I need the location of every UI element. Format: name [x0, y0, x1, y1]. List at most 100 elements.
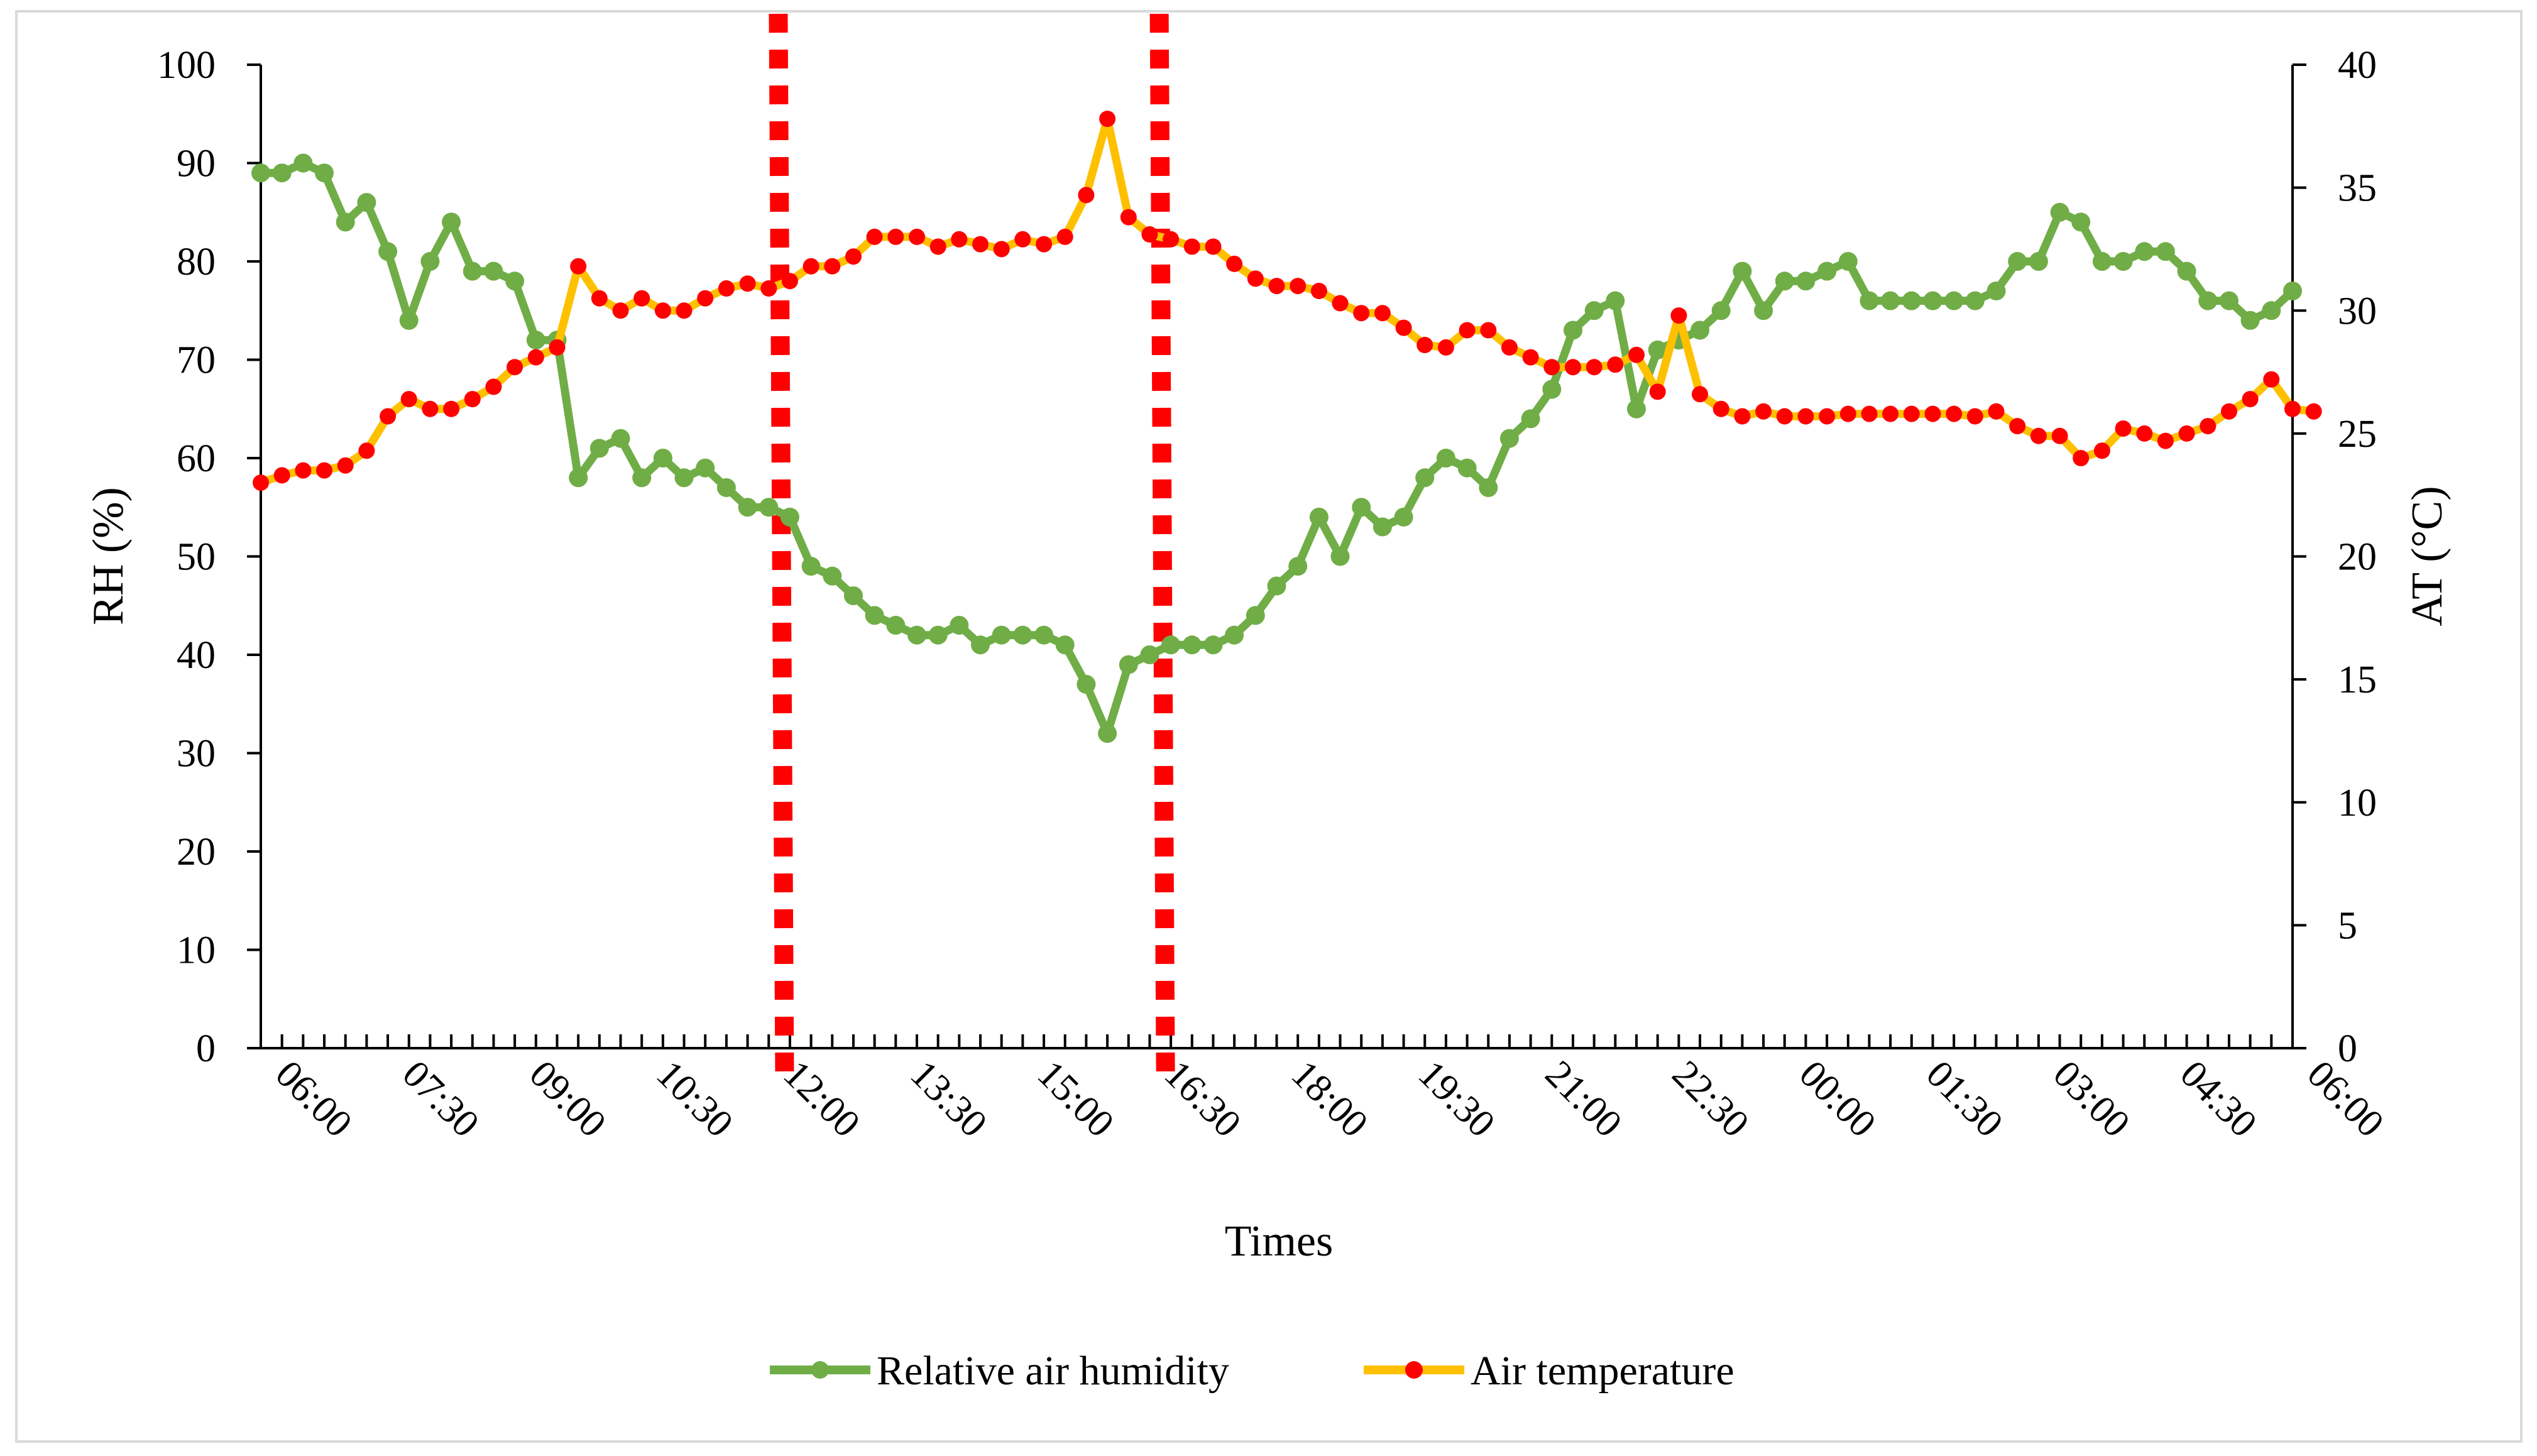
- data-point-rh: [1584, 301, 1604, 320]
- y-left-tick-label: 80: [177, 241, 216, 283]
- data-point-rh: [2135, 242, 2154, 261]
- data-point-rh: [2177, 261, 2196, 281]
- data-point-at: [485, 378, 502, 395]
- data-point-at: [2157, 432, 2174, 449]
- data-point-at: [866, 228, 883, 245]
- data-point-at: [1819, 408, 1836, 425]
- legend-marker-rh: [811, 1361, 829, 1379]
- data-point-rh: [611, 429, 630, 448]
- data-point-at: [1078, 187, 1095, 204]
- data-point-rh: [1352, 498, 1371, 517]
- vertical-marker-1200: [769, 13, 794, 1072]
- data-point-at: [1014, 231, 1031, 248]
- data-point-rh: [2262, 301, 2281, 320]
- data-point-rh: [1775, 271, 1794, 291]
- data-point-rh: [844, 586, 863, 606]
- data-point-rh: [950, 616, 969, 635]
- data-point-rh: [463, 261, 482, 281]
- data-point-rh: [1119, 655, 1138, 674]
- data-point-at: [993, 241, 1010, 258]
- data-point-rh: [420, 252, 440, 271]
- data-point-rh: [2198, 291, 2218, 310]
- data-point-at: [1924, 405, 1941, 422]
- data-point-rh: [1986, 282, 2006, 300]
- data-point-rh: [1203, 635, 1223, 655]
- data-point-at: [1163, 231, 1180, 248]
- data-point-at: [464, 391, 481, 408]
- data-point-rh: [1690, 320, 1709, 340]
- x-tick-label: 00:00: [1791, 1053, 1884, 1146]
- data-point-rh: [2092, 252, 2112, 271]
- data-point-rh: [1077, 675, 1096, 694]
- data-point-at: [2200, 418, 2216, 435]
- data-point-rh: [378, 242, 398, 261]
- data-point-at: [2242, 391, 2259, 408]
- data-point-rh: [1055, 635, 1075, 655]
- data-point-at: [422, 400, 439, 417]
- data-point-at: [1353, 305, 1370, 322]
- data-point-at: [697, 290, 714, 307]
- y-left-tick-label: 30: [177, 733, 216, 775]
- data-point-rh: [1860, 291, 1879, 310]
- data-point-at: [2030, 427, 2047, 444]
- data-point-at: [887, 228, 904, 245]
- data-point-rh: [1965, 291, 1985, 310]
- data-point-at: [2115, 420, 2132, 437]
- x-tick-label: 10:30: [648, 1053, 741, 1146]
- data-point-at: [1797, 408, 1814, 425]
- data-point-rh: [716, 478, 736, 497]
- data-point-rh: [1309, 507, 1329, 527]
- data-point-rh: [1098, 724, 1117, 743]
- data-point-rh: [1288, 557, 1308, 576]
- data-point-rh: [1838, 252, 1858, 271]
- data-point-rh: [1373, 517, 1392, 537]
- data-point-at: [2221, 403, 2237, 420]
- data-point-rh: [1457, 458, 1477, 478]
- data-point-at: [2093, 442, 2110, 459]
- x-tick-label: 01:30: [1918, 1053, 2011, 1146]
- data-point-rh: [1394, 507, 1413, 527]
- data-point-at: [1205, 238, 1222, 255]
- y-axis-right-title: AT (°C): [2403, 486, 2452, 626]
- data-point-at: [1966, 408, 1983, 425]
- data-point-at: [549, 339, 566, 356]
- data-point-at: [824, 258, 841, 275]
- data-point-rh: [1648, 340, 1667, 359]
- data-point-rh: [1436, 449, 1455, 468]
- data-point-rh: [1881, 291, 1900, 310]
- data-point-at: [1395, 319, 1412, 336]
- x-axis-title: Times: [1225, 1217, 1334, 1266]
- y-left-tick-label: 70: [177, 339, 216, 382]
- data-point-rh: [1796, 271, 1816, 291]
- data-point-rh: [1246, 606, 1265, 625]
- data-point-rh: [1754, 301, 1773, 320]
- legend: Relative air humidity Air temperature: [770, 1348, 1734, 1394]
- data-point-rh: [1034, 625, 1054, 645]
- data-point-rh: [1267, 576, 1286, 596]
- data-point-rh: [2071, 212, 2091, 232]
- data-point-at: [527, 349, 544, 366]
- data-point-at: [1247, 270, 1264, 287]
- y-left-tick-label: 90: [177, 143, 216, 185]
- data-point-at: [1036, 236, 1053, 253]
- data-point-at: [1861, 405, 1878, 422]
- y-right-tick-label: 25: [2338, 413, 2377, 456]
- data-point-at: [1056, 228, 1073, 245]
- data-point-rh: [272, 163, 292, 183]
- data-point-at: [2263, 371, 2280, 388]
- data-point-at: [2073, 450, 2090, 466]
- data-point-at: [358, 442, 375, 459]
- vertical-marker-1630: [1149, 13, 1175, 1072]
- data-point-at: [1670, 307, 1687, 324]
- data-point-at: [781, 273, 798, 290]
- data-point-at: [612, 302, 629, 319]
- data-point-at: [718, 280, 735, 297]
- data-point-rh: [1542, 380, 1562, 399]
- data-point-at: [909, 228, 925, 245]
- data-point-rh: [569, 468, 588, 488]
- data-point-at: [2051, 427, 2068, 444]
- data-point-rh: [2029, 252, 2048, 271]
- vertical-markers: [769, 13, 1175, 1072]
- x-tick-label: 06:00: [267, 1053, 360, 1146]
- data-point-rh: [2156, 242, 2175, 261]
